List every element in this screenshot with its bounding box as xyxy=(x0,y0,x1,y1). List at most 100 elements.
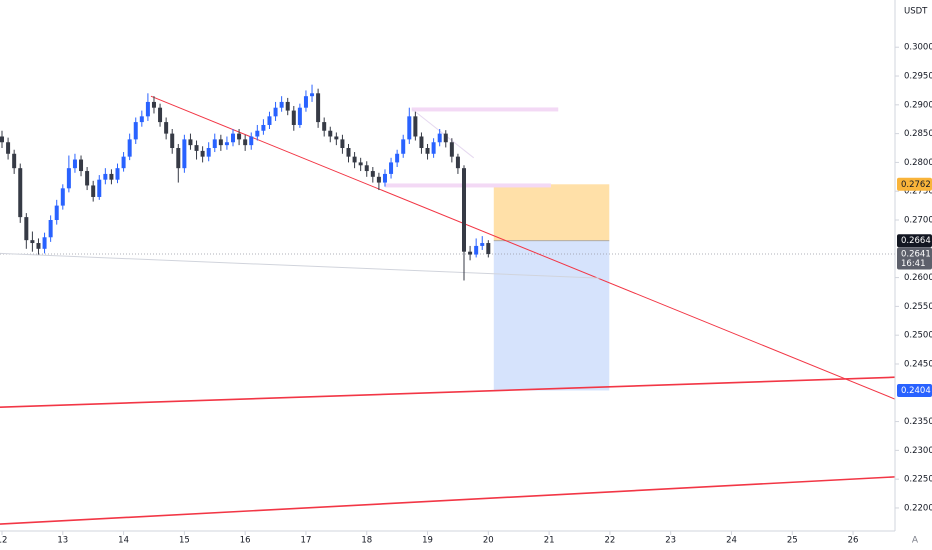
y-tick-label: 0.3000 xyxy=(904,43,932,53)
candle-body xyxy=(395,153,400,163)
candle-body xyxy=(249,136,254,146)
candle-body xyxy=(121,156,126,169)
y-tick-label: 0.2450 xyxy=(904,359,932,369)
candle-body xyxy=(109,173,114,180)
price-label-bg xyxy=(897,383,932,397)
y-tick-label: 0.2600 xyxy=(904,273,932,283)
candle-body xyxy=(376,176,381,183)
candle-body xyxy=(425,148,430,154)
candle-body xyxy=(158,107,163,123)
candle-body xyxy=(6,142,11,154)
candle-body xyxy=(255,130,260,137)
x-tick-label: 26 xyxy=(848,536,859,546)
price-label: 0.2641 xyxy=(901,249,931,259)
candle-body xyxy=(224,142,229,146)
candle-body xyxy=(30,240,35,244)
axis: 0.30000.29500.29000.28500.28000.27500.27… xyxy=(0,43,932,546)
candle-body xyxy=(291,110,296,125)
candle-body xyxy=(139,116,144,123)
candle-body xyxy=(182,139,187,169)
candle-body xyxy=(455,156,460,169)
y-tick-label: 0.2250 xyxy=(904,475,932,485)
x-tick-label: 14 xyxy=(118,536,129,546)
trendline xyxy=(0,376,895,408)
candle-body xyxy=(437,133,442,143)
y-tick-label: 0.2750 xyxy=(904,187,932,197)
candle-body xyxy=(243,139,248,146)
candle-body xyxy=(407,116,412,140)
candle-body xyxy=(127,139,132,157)
zone xyxy=(384,183,551,188)
candle-body xyxy=(164,122,169,134)
y-tick-label: 0.2550 xyxy=(904,302,932,312)
candle-body xyxy=(0,136,5,143)
x-tick-label: 16 xyxy=(240,536,251,546)
candle-body xyxy=(267,116,272,125)
plot-area xyxy=(0,84,895,525)
target-zone xyxy=(493,240,610,391)
candle-body xyxy=(468,251,473,255)
price-label: 0.2664 xyxy=(901,236,931,246)
candle-body xyxy=(334,136,339,140)
y-tick-label: 0.2700 xyxy=(904,216,932,226)
candle-body xyxy=(206,148,211,157)
candle-body xyxy=(133,122,138,140)
candle-body xyxy=(42,237,47,249)
candle-body xyxy=(370,171,375,177)
candle-body xyxy=(237,133,242,140)
candle-body xyxy=(273,107,278,117)
candle-body xyxy=(66,168,71,189)
x-tick-label: 20 xyxy=(483,536,494,546)
x-tick-label: 23 xyxy=(665,536,676,546)
candle-body xyxy=(401,139,406,154)
candle-body xyxy=(419,136,424,149)
candle-body xyxy=(346,148,351,157)
x-tick-label: 19 xyxy=(422,536,433,546)
countdown-label: 16:41 xyxy=(901,259,926,269)
candle-body xyxy=(151,101,156,108)
trendline xyxy=(150,95,895,400)
candle-body xyxy=(431,142,436,154)
candle-body xyxy=(261,124,266,131)
candle-body xyxy=(24,217,29,241)
y-tick-label: 0.2950 xyxy=(904,72,932,82)
zone xyxy=(411,107,559,112)
candle-body xyxy=(340,139,345,149)
x-tick-label: 24 xyxy=(726,536,737,546)
x-tick-label: 13 xyxy=(57,536,68,546)
candle-body xyxy=(480,243,485,246)
candle-body xyxy=(231,133,236,143)
candle-body xyxy=(462,168,467,252)
auto-scale-button[interactable]: A xyxy=(912,536,919,546)
candle-body xyxy=(358,162,363,166)
candle-body xyxy=(364,165,369,172)
trendline xyxy=(0,476,895,525)
candle-body xyxy=(322,122,327,131)
candle-body xyxy=(72,159,77,169)
candle-body xyxy=(285,101,290,111)
candle-body xyxy=(212,139,217,149)
x-tick-label: 15 xyxy=(179,536,190,546)
candle-body xyxy=(79,159,84,172)
candle-body xyxy=(85,171,90,186)
candle-body xyxy=(443,133,448,143)
stop-zone xyxy=(493,184,610,241)
price-label-bg xyxy=(897,177,932,191)
x-tick-label: 18 xyxy=(361,536,372,546)
currency-label: USDT xyxy=(904,7,928,17)
candle-body xyxy=(413,116,418,137)
candle-body xyxy=(170,133,175,149)
x-tick-label: 25 xyxy=(787,536,798,546)
y-tick-label: 0.2200 xyxy=(904,503,932,513)
candle-body xyxy=(279,101,284,108)
candle-body xyxy=(97,179,102,197)
candle-body xyxy=(449,142,454,157)
y-tick-label: 0.2350 xyxy=(904,417,932,427)
candle-body xyxy=(303,96,308,108)
candle-body xyxy=(18,168,23,218)
candle-body xyxy=(474,245,479,255)
y-tick-label: 0.2800 xyxy=(904,158,932,168)
candle-body xyxy=(91,185,96,197)
price-label-bg xyxy=(897,247,932,270)
